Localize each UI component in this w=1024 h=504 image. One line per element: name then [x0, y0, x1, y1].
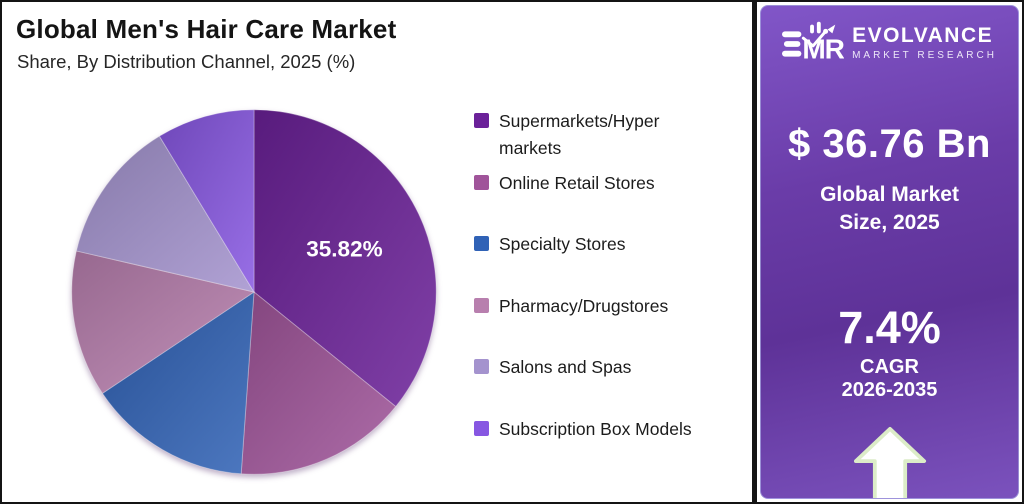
- cagr-period: 2026-2035: [841, 378, 938, 401]
- legend-swatch: [474, 113, 489, 128]
- pie-slice: [75, 135, 256, 293]
- cagr-value: 7.4%: [838, 301, 941, 353]
- legend-item: Specialty Stores: [474, 231, 694, 293]
- legend-item: Pharmacy/Drugstores: [474, 293, 694, 355]
- legend-item: Salons and Spas: [474, 354, 694, 416]
- pie-slice: [253, 109, 437, 408]
- emr-monogram-icon: M R: [782, 21, 844, 65]
- legend-item: Online Retail Stores: [474, 170, 694, 232]
- brand-logo: M R EVOLVANCE MARKET RESEARCH: [782, 20, 997, 66]
- pie-slice: [158, 109, 255, 294]
- legend-item: Subscription Box Models: [474, 416, 694, 478]
- svg-text:M: M: [802, 34, 825, 65]
- sidebar: M R EVOLVANCE MARKET RESEARCH $ 36.76 Bn…: [752, 2, 1022, 502]
- legend-swatch: [474, 359, 489, 374]
- pie-chart: 35.82%: [71, 109, 437, 475]
- market-size-value: $ 36.76 Bn: [788, 122, 991, 166]
- legend-label: Subscription Box Models: [499, 418, 692, 439]
- pie-slice: [101, 291, 255, 475]
- up-arrow-icon: [853, 426, 926, 498]
- market-size-label: Global Market Size, 2025: [820, 183, 959, 235]
- pie-slice: [71, 250, 256, 395]
- page-title: Global Men's Hair Care Market: [16, 14, 397, 44]
- legend-item: Supermarkets/Hyper markets: [474, 108, 694, 170]
- pie-slice: [240, 291, 397, 475]
- legend-swatch: [474, 297, 489, 313]
- legend-label: Salons and Spas: [499, 357, 632, 377]
- cagr-label: CAGR: [860, 355, 919, 378]
- brand-name: EVOLVANCE: [852, 24, 994, 47]
- legend-label: Online Retail Stores: [499, 172, 655, 193]
- svg-text:R: R: [825, 34, 844, 65]
- legend-swatch: [474, 236, 489, 251]
- legend: Supermarkets/Hyper markets Online Retail …: [474, 108, 694, 477]
- pie-data-label: 35.82%: [306, 237, 382, 262]
- legend-label: Specialty Stores: [499, 234, 626, 254]
- brand-tagline: MARKET RESEARCH: [852, 50, 997, 61]
- legend-swatch: [474, 174, 489, 190]
- legend-label: Pharmacy/Drugstores: [499, 295, 669, 316]
- chart-section: Global Men's Hair Care Market Share, By …: [2, 2, 752, 502]
- legend-label: Supermarkets/Hyper markets: [499, 111, 660, 159]
- sidebar-panel: M R EVOLVANCE MARKET RESEARCH $ 36.76 Bn…: [760, 5, 1019, 499]
- page-subtitle: Share, By Distribution Channel, 2025 (%): [17, 50, 356, 72]
- legend-swatch: [474, 420, 489, 436]
